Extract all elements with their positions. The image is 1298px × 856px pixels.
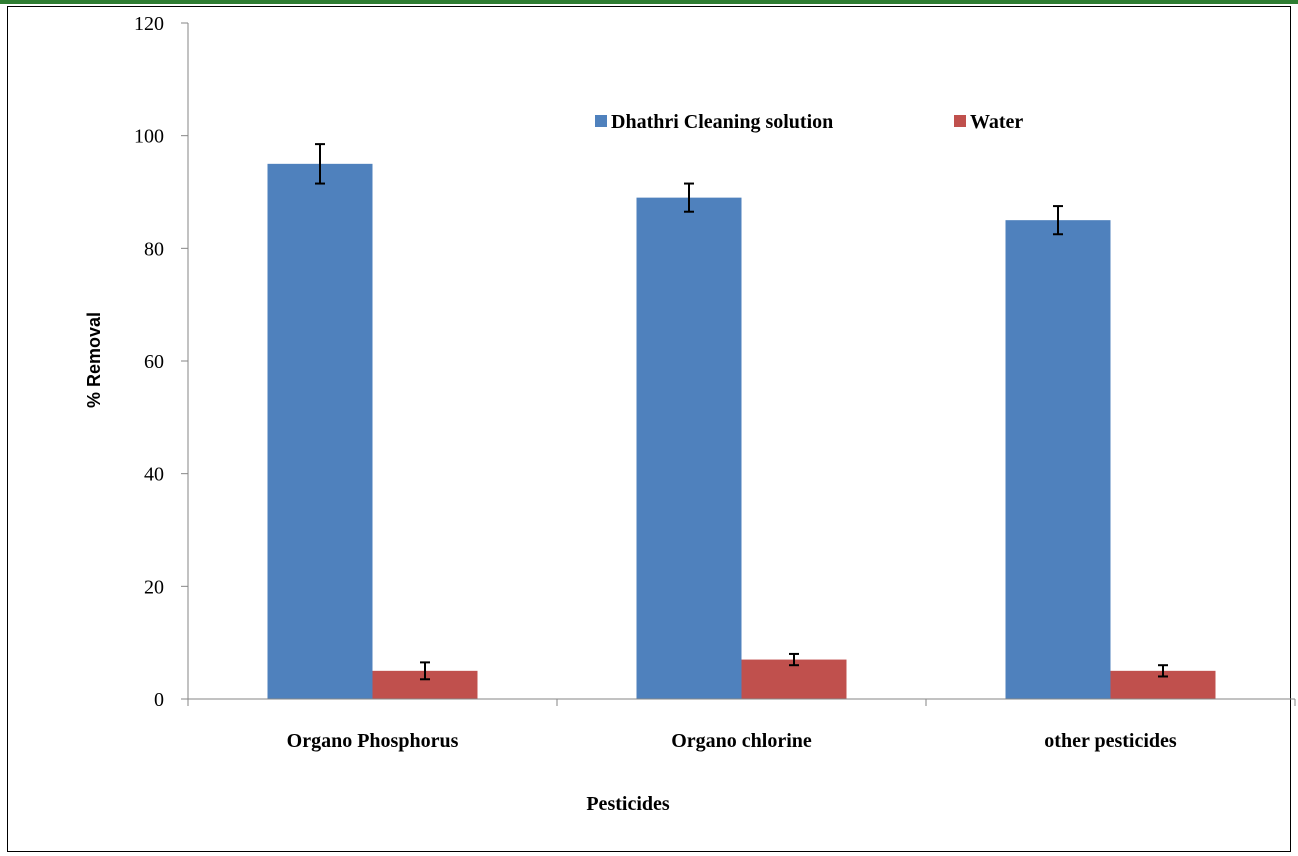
y-tick-label: 60 [144, 351, 164, 373]
legend: Dhathri Cleaning solution Water [595, 111, 1023, 133]
x-tick-label: other pesticides [1044, 730, 1177, 752]
legend-label: Dhathri Cleaning solution [611, 111, 833, 133]
x-axis-label: Pesticides [586, 793, 670, 815]
bar-dhathri-2 [1005, 220, 1111, 699]
error-bars-layer [315, 143, 1168, 681]
y-tick-label: 100 [134, 126, 164, 148]
top-rule [0, 0, 1298, 4]
y-tick-label: 120 [134, 13, 164, 35]
bar-dhathri-0 [267, 163, 373, 700]
y-tick-label: 20 [144, 576, 164, 598]
legend-swatch [954, 115, 966, 127]
y-axis-label: % Removal [84, 312, 104, 408]
y-tick-label: 0 [154, 689, 164, 711]
y-tick-label: 80 [144, 238, 164, 260]
chart-frame [7, 6, 1291, 852]
x-tick-label: Organo chlorine [671, 730, 812, 752]
legend-swatch [595, 115, 607, 127]
bars-layer [267, 163, 1216, 700]
y-tick-label: 40 [144, 464, 164, 486]
bar-dhathri-1 [636, 197, 742, 699]
x-tick-label: Organo Phosphorus [287, 730, 459, 752]
legend-label: Water [970, 111, 1023, 133]
axes-layer: Organo Phosphorus Organo chlorine other pe… [134, 13, 1296, 752]
